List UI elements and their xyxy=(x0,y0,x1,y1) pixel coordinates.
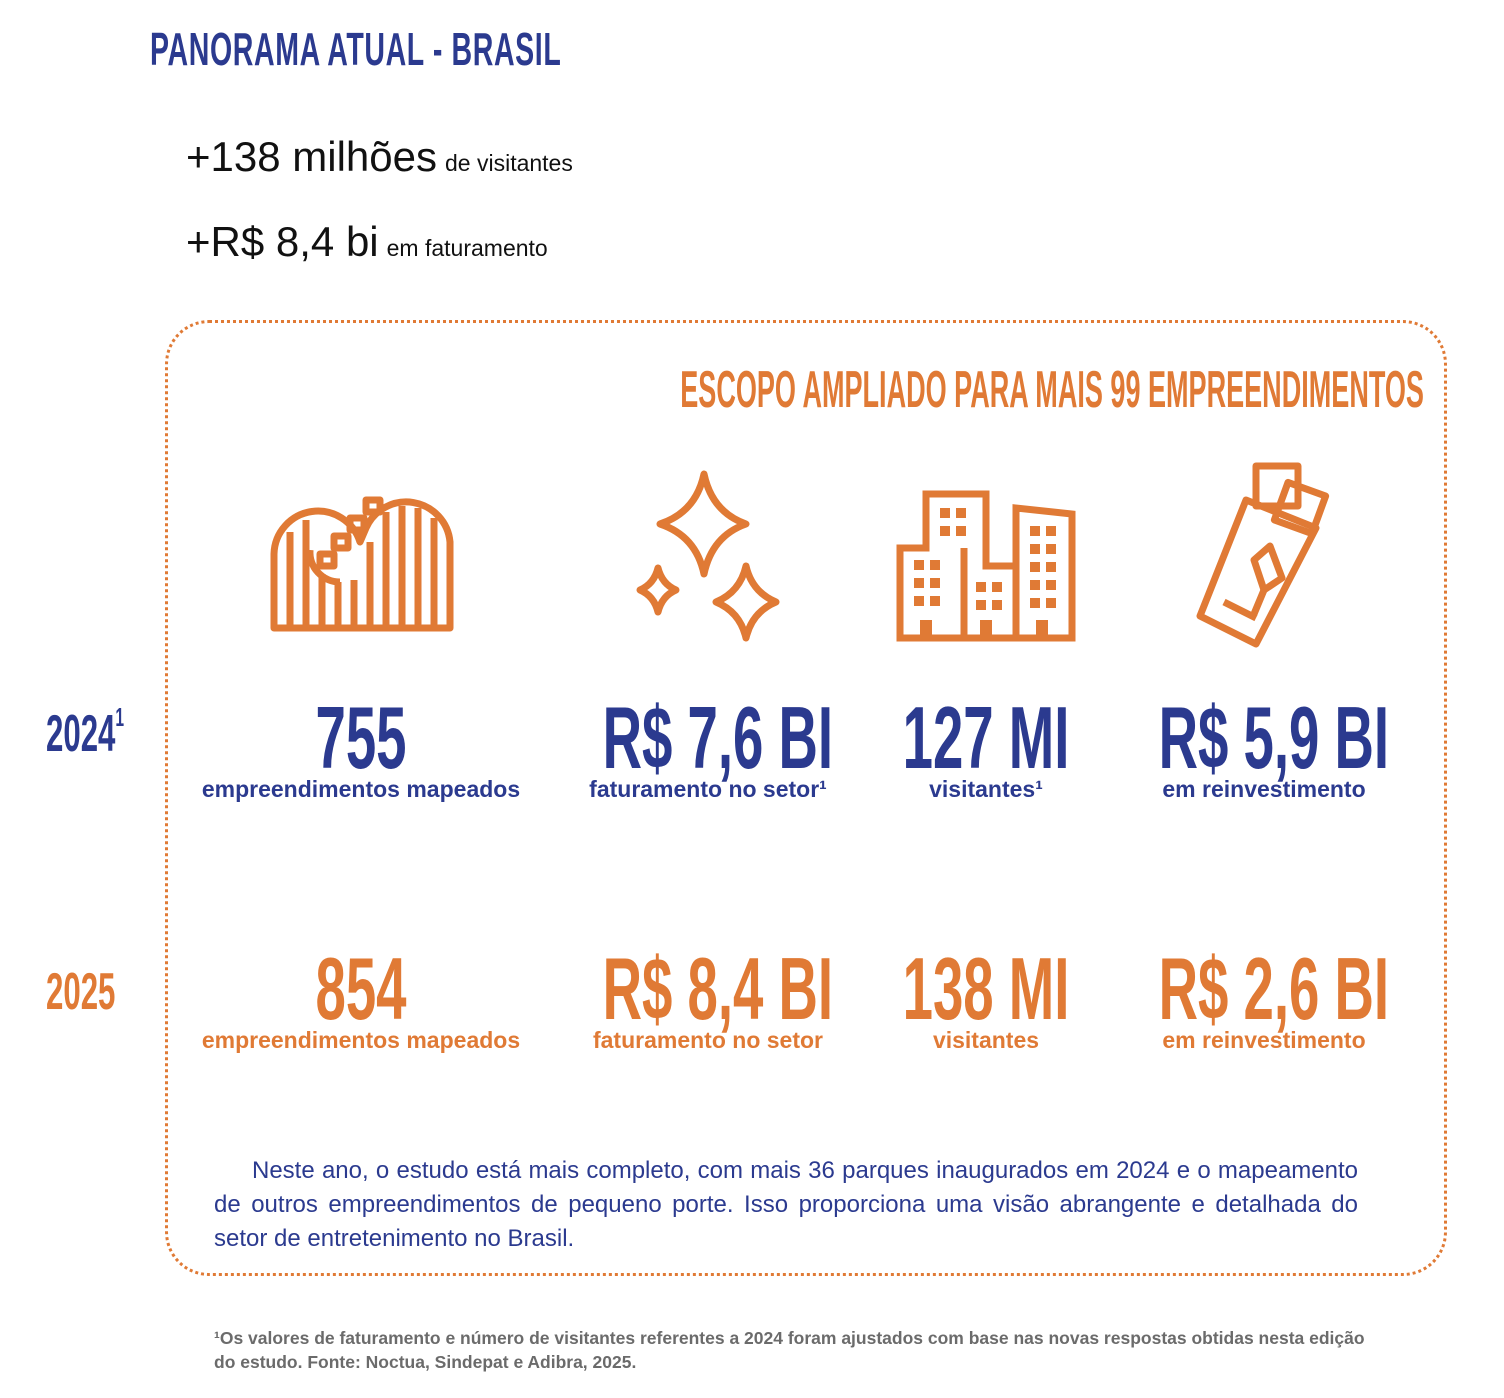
scope-frame xyxy=(165,320,1447,1276)
money-reinvestment-icon xyxy=(1194,460,1330,650)
stat-value: R$ 8,4 BI xyxy=(602,939,834,1038)
roller-coaster-icon xyxy=(270,482,454,634)
stat-label: em reinvestimento xyxy=(1162,776,1366,802)
stat-2025-establishments: 854 empreendimentos mapeados xyxy=(191,943,531,1054)
stat-value: R$ 5,9 BI xyxy=(1158,688,1390,787)
stat-2025-reinvestment: R$ 2,6 BI em reinvestimento xyxy=(1094,943,1434,1054)
stat-label: empreendimentos mapeados xyxy=(201,776,521,802)
year-2024-text: 2024 xyxy=(46,705,116,763)
stat-2025-visitors: 138 MI visitantes xyxy=(816,943,1156,1054)
stat-label: visitantes xyxy=(932,1027,1040,1053)
stat-2025-revenue: R$ 8,4 BI faturamento no setor xyxy=(538,943,878,1054)
year-2025-label: 2025 xyxy=(46,962,115,1022)
footnote: ¹Os valores de faturamento e número de v… xyxy=(214,1328,1365,1372)
highlight-value: +R$ 8,4 bi xyxy=(186,218,379,265)
study-paragraph: Neste ano, o estudo está mais completo, … xyxy=(214,1157,1358,1252)
scope-title: ESCOPO AMPLIADO PARA MAIS 99 EMPREENDIME… xyxy=(680,361,1424,419)
stat-label: em reinvestimento xyxy=(1162,1027,1366,1053)
year-2025-text: 2025 xyxy=(46,963,116,1021)
stat-value: 854 xyxy=(315,939,407,1038)
scope-title-wrap: ESCOPO AMPLIADO PARA MAIS 99 EMPREENDIME… xyxy=(0,360,1504,420)
stat-2024-reinvestment: R$ 5,9 BI em reinvestimento xyxy=(1094,692,1434,803)
highlight-label: em faturamento xyxy=(386,235,548,261)
stat-label: faturamento no setor xyxy=(592,1027,824,1053)
stat-label: visitantes¹ xyxy=(929,776,1043,802)
stat-value: 127 MI xyxy=(902,688,1070,787)
stat-value: 138 MI xyxy=(902,939,1070,1038)
buildings-icon xyxy=(896,490,1078,642)
highlight-label: de visitantes xyxy=(445,150,573,176)
highlight-visitors: +138 milhões de visitantes xyxy=(186,133,573,181)
stat-2024-visitors: 127 MI visitantes¹ xyxy=(816,692,1156,803)
stat-value: R$ 2,6 BI xyxy=(1158,939,1390,1038)
stat-value: R$ 7,6 BI xyxy=(602,688,834,787)
sparkles-icon xyxy=(634,468,784,642)
highlight-value: +138 milhões xyxy=(186,133,437,180)
highlight-revenue: +R$ 8,4 bi em faturamento xyxy=(186,218,548,266)
stat-2024-revenue: R$ 7,6 BI faturamento no setor¹ xyxy=(538,692,878,803)
stat-value: 755 xyxy=(315,688,407,787)
stat-label: faturamento no setor¹ xyxy=(589,776,827,802)
stat-label: empreendimentos mapeados xyxy=(201,1027,521,1053)
stat-2024-establishments: 755 empreendimentos mapeados xyxy=(191,692,531,803)
page-title: PANORAMA ATUAL - BRASIL xyxy=(150,23,562,75)
year-2024-footnote-mark: 1 xyxy=(115,702,125,732)
year-2024-label: 20241 xyxy=(46,702,125,764)
